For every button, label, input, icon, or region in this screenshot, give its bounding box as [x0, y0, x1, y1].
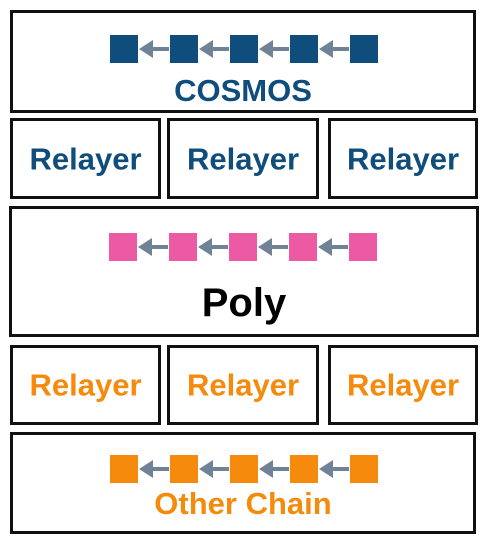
relayer-label: Relayer — [29, 367, 142, 403]
arrow-left-icon — [258, 238, 288, 256]
poly-label: Poly — [201, 281, 287, 325]
block-icon — [230, 455, 258, 483]
relayer-box-top-3: Relayer — [328, 118, 478, 199]
relayer-label: Relayer — [346, 141, 460, 176]
arrow-left-icon — [139, 40, 169, 58]
block-icon — [229, 233, 257, 261]
block-icon — [170, 455, 198, 483]
poly-chain-box: Poly — [9, 206, 479, 337]
block-icon — [290, 35, 318, 63]
block-icon — [170, 35, 198, 63]
block-icon — [110, 35, 138, 63]
block-icon — [349, 233, 377, 261]
arrow-left-icon — [198, 238, 228, 256]
arrow-left-icon — [318, 238, 348, 256]
block-icon — [109, 233, 137, 261]
arrow-left-icon — [319, 460, 349, 478]
arrow-left-icon — [259, 40, 289, 58]
relayer-box-bottom-2: Relayer — [167, 345, 319, 425]
relayer-box-bottom-1: Relayer — [10, 345, 161, 425]
cosmos-blockchain-icon — [110, 35, 378, 63]
relayer-label: Relayer — [186, 141, 300, 176]
block-icon — [350, 455, 378, 483]
other-chain-box: Other Chain — [10, 432, 476, 534]
block-icon — [110, 455, 138, 483]
poly-blockchain-icon — [109, 233, 377, 261]
block-icon — [169, 233, 197, 261]
arrow-left-icon — [259, 460, 289, 478]
arrow-left-icon — [199, 40, 229, 58]
other-chain-blockchain-icon — [110, 455, 378, 483]
relayer-box-bottom-3: Relayer — [328, 345, 478, 425]
block-icon — [289, 233, 317, 261]
relayer-box-top-1: Relayer — [10, 118, 161, 199]
arrow-left-icon — [138, 238, 168, 256]
cosmos-label: COSMOS — [174, 73, 312, 108]
block-icon — [350, 35, 378, 63]
relayer-label: Relayer — [186, 367, 300, 403]
other-chain-label: Other Chain — [154, 486, 332, 521]
arrow-left-icon — [199, 460, 229, 478]
cosmos-chain-box: COSMOS — [10, 10, 476, 113]
arrow-left-icon — [139, 460, 169, 478]
arrow-left-icon — [319, 40, 349, 58]
block-icon — [290, 455, 318, 483]
relayer-box-top-2: Relayer — [167, 118, 319, 199]
block-icon — [230, 35, 258, 63]
relayer-label: Relayer — [29, 141, 142, 176]
relayer-label: Relayer — [346, 367, 460, 403]
